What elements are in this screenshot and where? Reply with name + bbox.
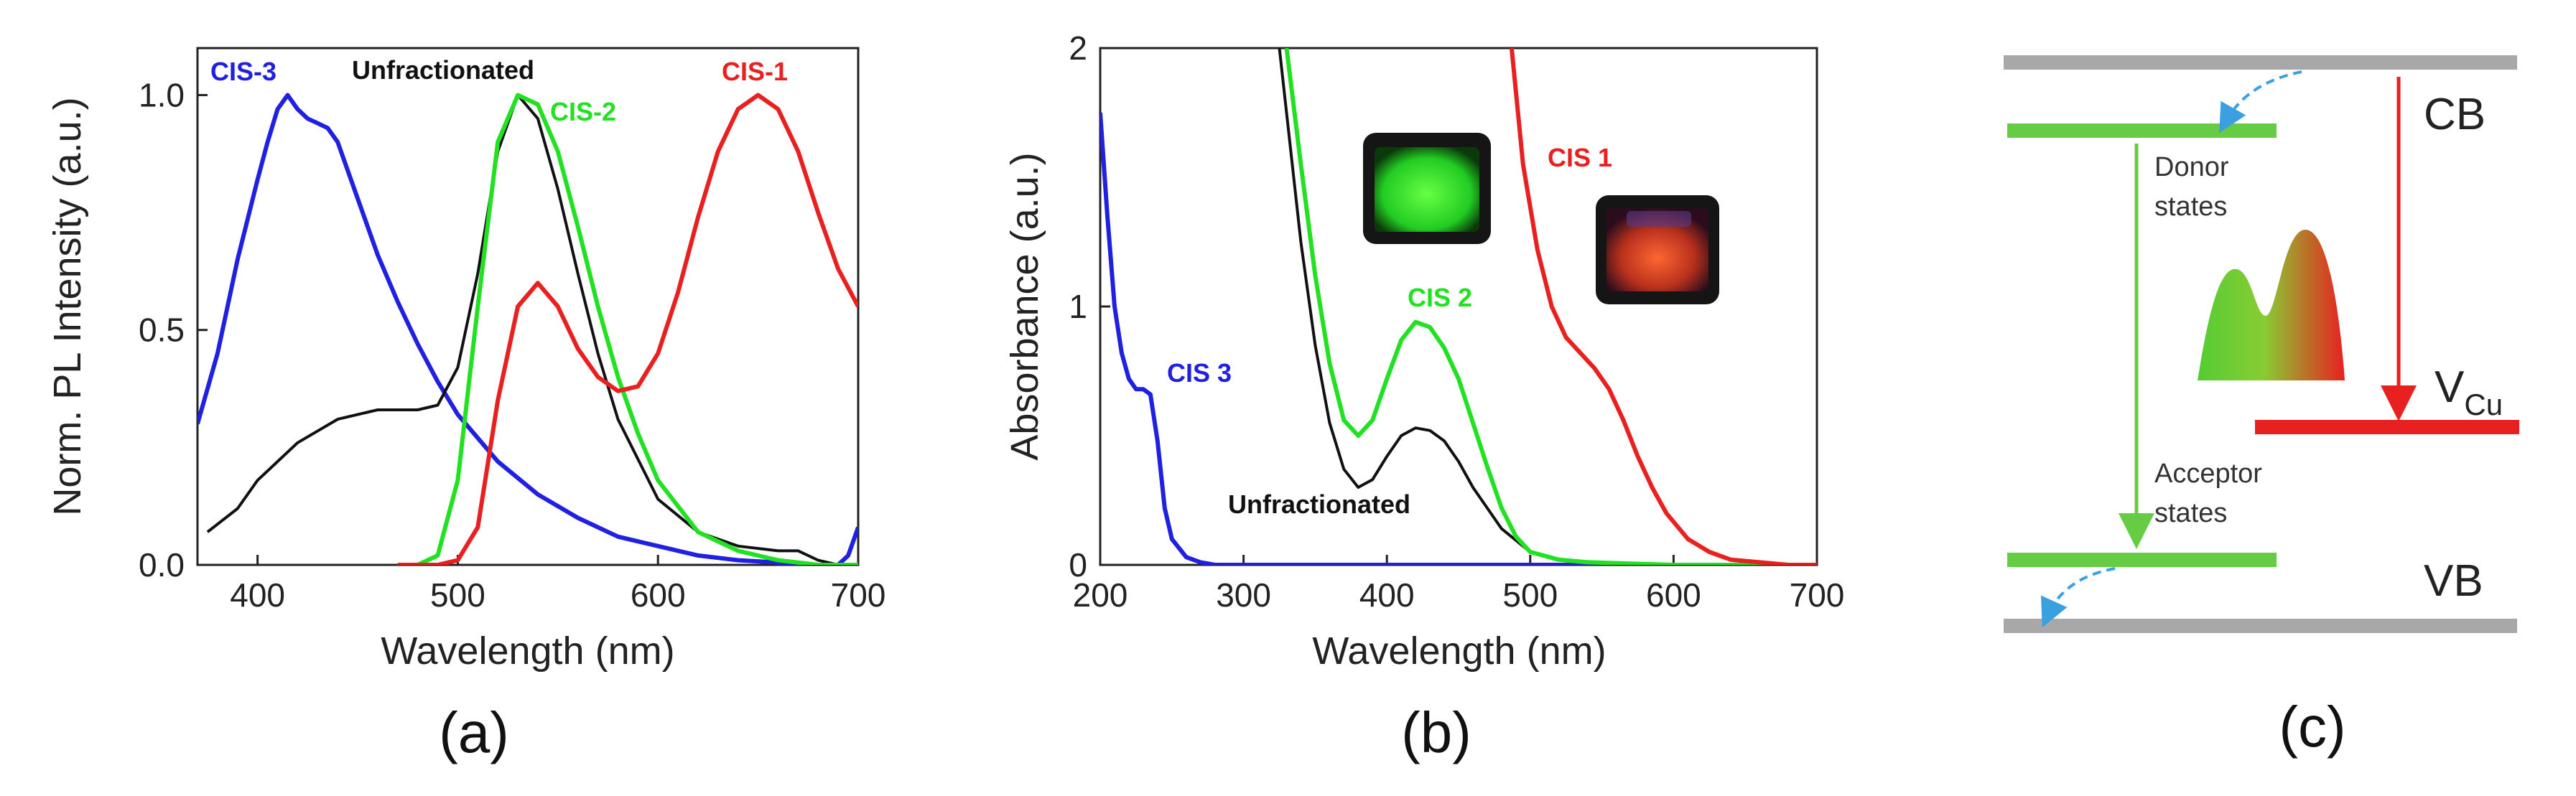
y-tick-label: 0.5 (139, 312, 185, 349)
energy-diagram-panel-c: CB VB VCu Donor states Acceptor states (… (2004, 55, 2519, 759)
series-line-unfractionated (1278, 48, 1817, 565)
series-label-unfractionated: Unfractionated (352, 55, 534, 85)
panel-label-b: (b) (1401, 701, 1471, 764)
series-label-cis-1: CIS 1 (1548, 143, 1612, 172)
cb-label: CB (2424, 90, 2486, 139)
y-axis-label: Absorbance (a.u.) (1003, 152, 1046, 460)
series-label-cis-1: CIS-1 (722, 57, 788, 86)
vcu-main: V (2435, 362, 2465, 412)
acceptor-label-line2: states (2154, 498, 2227, 528)
x-axis-label: Wavelength (nm) (1312, 629, 1606, 673)
panel-label-c: (c) (2279, 695, 2345, 759)
series-label-cis-3: CIS-3 (210, 57, 276, 86)
axes: 400 500 600 700 0.0 0.5 1.0 (139, 76, 885, 614)
chart-panel-a: 400 500 600 700 0.0 0.5 1.0 CIS-3 Unfractionat… (46, 47, 885, 764)
chart-panel-b: 200 300 400 500 600 700 0 1 2 CIS 3 Unfractionat… (1003, 29, 1844, 764)
series-label-cis-2: CIS-2 (550, 97, 616, 126)
x-tick-label: 500 (1502, 576, 1558, 614)
series-line-cis-1 (1509, 48, 1817, 565)
y-tick-label: 1.0 (139, 76, 185, 113)
series-label-cis-3: CIS 3 (1167, 358, 1232, 388)
x-tick-label: 200 (1073, 576, 1128, 614)
y-tick-label: 0.0 (139, 546, 185, 584)
series-group (197, 93, 858, 565)
panel-label-a: (a) (439, 701, 509, 764)
axes: 200 300 400 500 600 700 0 1 2 (1069, 29, 1844, 614)
y-tick-label: 1 (1069, 288, 1087, 325)
series-line-cis-2 (1284, 48, 1817, 565)
x-tick-label: 700 (1790, 576, 1845, 614)
series-label-unfractionated: Unfractionated (1228, 490, 1410, 519)
series-line-unfractionated (206, 93, 858, 565)
x-tick-label: 400 (230, 576, 285, 614)
donor-label-line1: Donor (2154, 152, 2229, 182)
y-tick-label: 0 (1069, 546, 1087, 584)
x-tick-label: 600 (631, 576, 686, 614)
red-vial-image (1596, 195, 1719, 304)
acceptor-label-line1: Acceptor (2154, 459, 2262, 489)
x-tick-label: 600 (1646, 576, 1701, 614)
green-vial-image (1363, 133, 1491, 244)
blue-relaxation-arrow-top (2219, 70, 2302, 134)
donor-label-line2: states (2154, 192, 2227, 222)
x-tick-label: 400 (1359, 576, 1415, 614)
series-line-cis-3 (1100, 112, 1817, 565)
series-line-cis-2 (397, 93, 858, 565)
vcu-sub: Cu (2464, 388, 2503, 421)
series-line-cis-3 (197, 93, 858, 565)
blue-relaxation-arrow-bottom (2041, 567, 2116, 628)
y-axis-label: Norm. PL Intensity (a.u.) (46, 97, 89, 515)
x-axis-label: Wavelength (nm) (381, 629, 674, 673)
series-line-cis-1 (397, 93, 858, 565)
emission-peaks-shape (2198, 230, 2345, 380)
series-group (1100, 48, 1817, 565)
y-tick-label: 2 (1069, 29, 1087, 67)
x-tick-label: 700 (831, 576, 886, 614)
x-tick-label: 300 (1216, 576, 1271, 614)
vcu-label: VCu (2435, 362, 2503, 421)
x-tick-label: 500 (430, 576, 485, 614)
vb-label: VB (2424, 556, 2483, 606)
series-label-cis-2: CIS 2 (1408, 283, 1472, 312)
